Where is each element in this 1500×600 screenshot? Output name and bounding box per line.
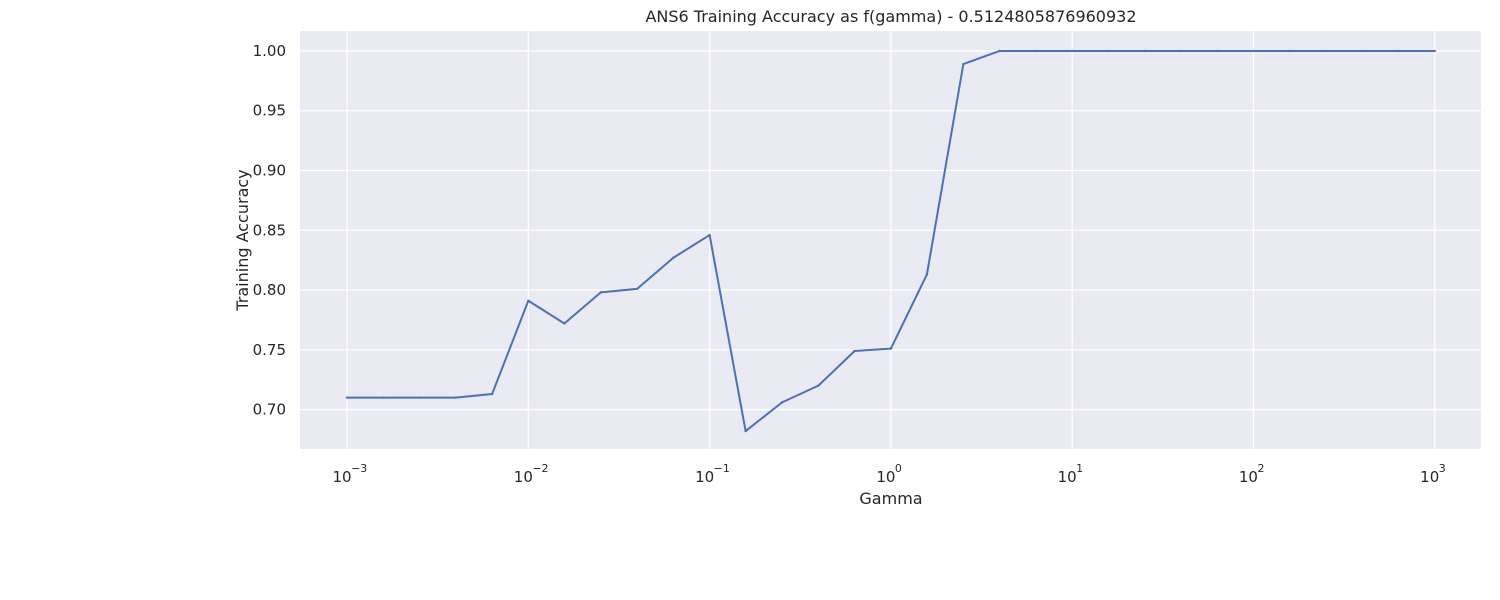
x-tick-label: 10 −3: [333, 462, 368, 486]
series-layer: [345, 49, 1436, 433]
x-tick-exponent: −3: [351, 462, 367, 475]
x-tick-exponent: −1: [714, 462, 730, 475]
y-tick-label: 1.00: [253, 42, 286, 60]
x-tick-label: 10 3: [1420, 462, 1446, 486]
data-point: [889, 347, 893, 350]
y-tick-label: 0.80: [253, 281, 286, 299]
x-tick-label: 10 1: [1058, 462, 1084, 486]
x-axis-label: Gamma: [859, 489, 922, 508]
x-tick-label: 10 0: [876, 462, 902, 486]
y-axis-label: Training Accuracy: [233, 169, 252, 311]
chart-title: ANS6 Training Accuracy as f(gamma) - 0.5…: [645, 7, 1136, 26]
data-point: [418, 396, 421, 399]
data-point: [1360, 49, 1364, 53]
data-point: [1433, 49, 1436, 53]
data-point: [780, 401, 784, 404]
x-tick-exponent: 3: [1439, 462, 1446, 475]
data-point: [1397, 49, 1400, 53]
data-point: [382, 396, 385, 399]
data-point: [563, 322, 566, 325]
data-point: [1215, 49, 1219, 53]
data-point: [635, 287, 639, 291]
data-point: [490, 392, 494, 396]
data-point: [1324, 49, 1328, 53]
y-tick-label: 0.95: [253, 102, 286, 120]
x-tick-label: 10 −2: [514, 462, 549, 486]
x-tick-base: 10: [1058, 468, 1077, 486]
x-tick-base: 10: [1420, 468, 1439, 486]
data-point: [1179, 49, 1183, 53]
x-tick-base: 10: [695, 468, 714, 486]
data-point: [817, 384, 820, 387]
data-point: [599, 291, 602, 294]
data-point: [744, 429, 747, 433]
y-tick-label: 0.75: [253, 341, 286, 359]
data-point: [925, 273, 929, 276]
x-tick-exponent: 1: [1076, 462, 1083, 475]
data-point: [708, 233, 711, 237]
data-point: [1143, 49, 1146, 53]
data-point: [527, 299, 530, 302]
x-tick-label: 10 2: [1239, 462, 1265, 486]
data-point: [998, 49, 1001, 53]
x-tick-label: 10 −1: [695, 462, 730, 486]
data-point: [1106, 49, 1110, 53]
x-tick-base: 10: [876, 468, 895, 486]
x-tick-exponent: 0: [895, 462, 902, 475]
y-tick-label: 0.85: [253, 221, 286, 239]
x-tick-base: 10: [514, 468, 533, 486]
data-point: [1288, 49, 1291, 53]
data-point: [1252, 49, 1255, 53]
y-tick-label: 0.90: [253, 161, 286, 179]
x-tick-exponent: −2: [532, 462, 548, 475]
data-point: [1034, 49, 1038, 53]
data-point: [1070, 49, 1074, 53]
x-tick-base: 10: [1239, 468, 1258, 486]
x-tick-exponent: 2: [1257, 462, 1264, 475]
data-point: [454, 396, 458, 399]
data-point: [962, 62, 965, 66]
data-point: [345, 396, 349, 399]
data-point: [672, 256, 675, 259]
y-tick-label: 0.70: [253, 401, 286, 419]
data-point: [853, 349, 856, 353]
x-tick-base: 10: [333, 468, 352, 486]
